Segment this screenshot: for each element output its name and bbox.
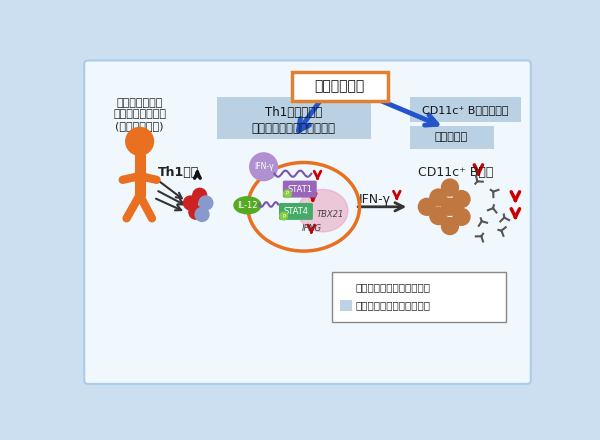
Circle shape xyxy=(184,196,197,210)
Text: TBX21: TBX21 xyxy=(317,210,344,219)
Ellipse shape xyxy=(234,197,261,214)
Text: CD11c⁺ B細胞: CD11c⁺ B細胞 xyxy=(418,165,493,179)
Text: ：血液浄化療法による変化: ：血液浄化療法による変化 xyxy=(355,282,430,293)
Text: P: P xyxy=(282,213,285,219)
Text: 血液浄化療法の: 血液浄化療法の xyxy=(116,98,163,108)
FancyBboxPatch shape xyxy=(279,203,313,220)
Text: 抗体の除去: 抗体の除去 xyxy=(435,132,468,143)
Text: STAT1: STAT1 xyxy=(287,185,312,194)
Text: IFNG: IFNG xyxy=(301,224,322,233)
Text: Th1細胞内での: Th1細胞内での xyxy=(265,106,322,119)
Circle shape xyxy=(126,128,154,155)
FancyBboxPatch shape xyxy=(292,72,388,101)
Circle shape xyxy=(442,179,458,196)
Text: (多発性硬化症): (多発性硬化症) xyxy=(115,121,164,131)
Text: IFN-γ: IFN-γ xyxy=(359,193,391,206)
FancyBboxPatch shape xyxy=(410,126,494,149)
Circle shape xyxy=(453,208,470,225)
FancyBboxPatch shape xyxy=(410,98,521,122)
FancyBboxPatch shape xyxy=(283,181,317,198)
Ellipse shape xyxy=(298,190,348,232)
Circle shape xyxy=(189,205,203,219)
Text: P: P xyxy=(286,191,289,196)
FancyBboxPatch shape xyxy=(84,60,531,384)
Text: CD11c⁺ B細胞の減少: CD11c⁺ B細胞の減少 xyxy=(422,105,509,115)
Text: IFN-γ: IFN-γ xyxy=(254,162,274,171)
Text: ：血液浄化療法の作用機序: ：血液浄化療法の作用機序 xyxy=(355,301,430,310)
FancyBboxPatch shape xyxy=(340,300,352,311)
FancyBboxPatch shape xyxy=(332,272,506,322)
Circle shape xyxy=(193,188,206,202)
Text: レスポンダー患者: レスポンダー患者 xyxy=(113,110,166,119)
Circle shape xyxy=(430,208,447,224)
Text: 血液浄化療法: 血液浄化療法 xyxy=(315,80,365,94)
Circle shape xyxy=(199,196,213,210)
Circle shape xyxy=(453,191,470,208)
FancyBboxPatch shape xyxy=(217,98,371,139)
Text: Th1細胞: Th1細胞 xyxy=(158,165,200,179)
Circle shape xyxy=(280,212,287,220)
Circle shape xyxy=(442,217,458,235)
Circle shape xyxy=(195,208,209,221)
Text: 炎症関連遺伝子発現の低下: 炎症関連遺伝子発現の低下 xyxy=(251,122,335,135)
Circle shape xyxy=(442,198,458,215)
Circle shape xyxy=(250,153,277,181)
Circle shape xyxy=(418,198,436,215)
Text: IL-12: IL-12 xyxy=(237,201,257,210)
Circle shape xyxy=(284,190,292,198)
Circle shape xyxy=(430,189,447,206)
Text: STAT4: STAT4 xyxy=(283,207,308,216)
